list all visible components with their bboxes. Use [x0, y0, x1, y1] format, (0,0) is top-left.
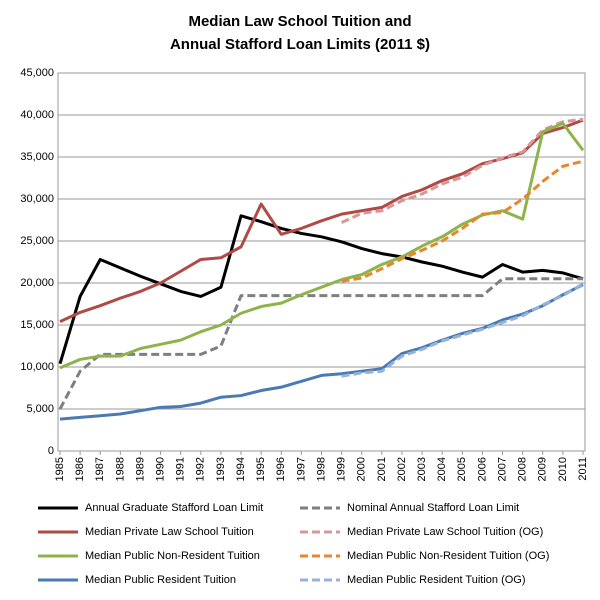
y-tick-label: 15,000 — [20, 319, 54, 331]
chart-title: Median Law School Tuition and — [188, 13, 411, 30]
legend-label: Nominal Annual Stafford Loan Limit — [347, 502, 519, 514]
legend-label: Median Public Resident Tuition — [85, 574, 236, 586]
x-tick-label: 1990 — [154, 457, 166, 481]
x-tick-label: 2003 — [416, 457, 428, 481]
chart-title: Annual Stafford Loan Limits (2011 $) — [170, 36, 430, 53]
x-tick-label: 2007 — [496, 457, 508, 481]
series-line — [59, 121, 585, 370]
x-tick-label: 1987 — [94, 457, 106, 481]
x-tick-label: 2010 — [557, 457, 569, 481]
y-tick-label: 35,000 — [20, 151, 54, 163]
plot-frame — [57, 72, 586, 452]
x-tick-label: 1999 — [336, 457, 348, 481]
x-tick-label: 1994 — [235, 457, 247, 481]
series-line — [58, 277, 583, 410]
series-line — [340, 117, 584, 224]
series-line — [59, 118, 584, 324]
y-tick-label: 40,000 — [20, 109, 54, 121]
y-tick-label: 45,000 — [20, 67, 54, 79]
x-tick-label: 2009 — [537, 457, 549, 481]
x-tick-label: 1991 — [175, 457, 187, 481]
x-tick-label: 2005 — [456, 457, 468, 481]
x-tick-label: 2011 — [577, 457, 589, 481]
x-tick-label: 2008 — [517, 457, 529, 481]
x-tick-label: 1995 — [255, 457, 267, 481]
x-tick-label: 1986 — [74, 457, 86, 481]
y-tick-label: 5,000 — [26, 403, 54, 415]
x-tick-label: 1989 — [134, 457, 146, 481]
x-tick-label: 1992 — [195, 457, 207, 481]
y-tick-label: 25,000 — [20, 235, 54, 247]
legend-label: Median Public Non-Resident Tuition (OG) — [347, 550, 549, 562]
x-tick-label: 2004 — [436, 457, 448, 481]
legend-label: Median Public Resident Tuition (OG) — [347, 574, 526, 586]
y-tick-label: 30,000 — [20, 193, 54, 205]
x-tick-label: 2006 — [476, 457, 488, 481]
y-tick-label: 10,000 — [20, 361, 54, 373]
legend-label: Median Private Law School Tuition — [85, 526, 254, 538]
series-line — [59, 283, 584, 421]
x-tick-label: 2000 — [356, 457, 368, 481]
x-tick-label: 1996 — [275, 457, 287, 481]
series-line — [58, 214, 584, 365]
y-tick-label: 20,000 — [20, 277, 54, 289]
legend-label: Median Private Law School Tuition (OG) — [347, 526, 543, 538]
x-tick-label: 2002 — [396, 457, 408, 481]
legend-label: Annual Graduate Stafford Loan Limit — [85, 502, 263, 514]
series-line — [341, 159, 584, 283]
x-tick-label: 1993 — [215, 457, 227, 481]
x-tick-label: 1997 — [295, 457, 307, 481]
legend-label: Median Public Non-Resident Tuition — [85, 550, 260, 562]
series-line — [341, 282, 584, 378]
y-tick-label: 0 — [48, 445, 54, 457]
x-tick-label: 1985 — [54, 457, 66, 481]
x-tick-label: 1998 — [315, 457, 327, 481]
x-tick-label: 1988 — [114, 457, 126, 481]
x-tick-label: 2001 — [376, 457, 388, 481]
